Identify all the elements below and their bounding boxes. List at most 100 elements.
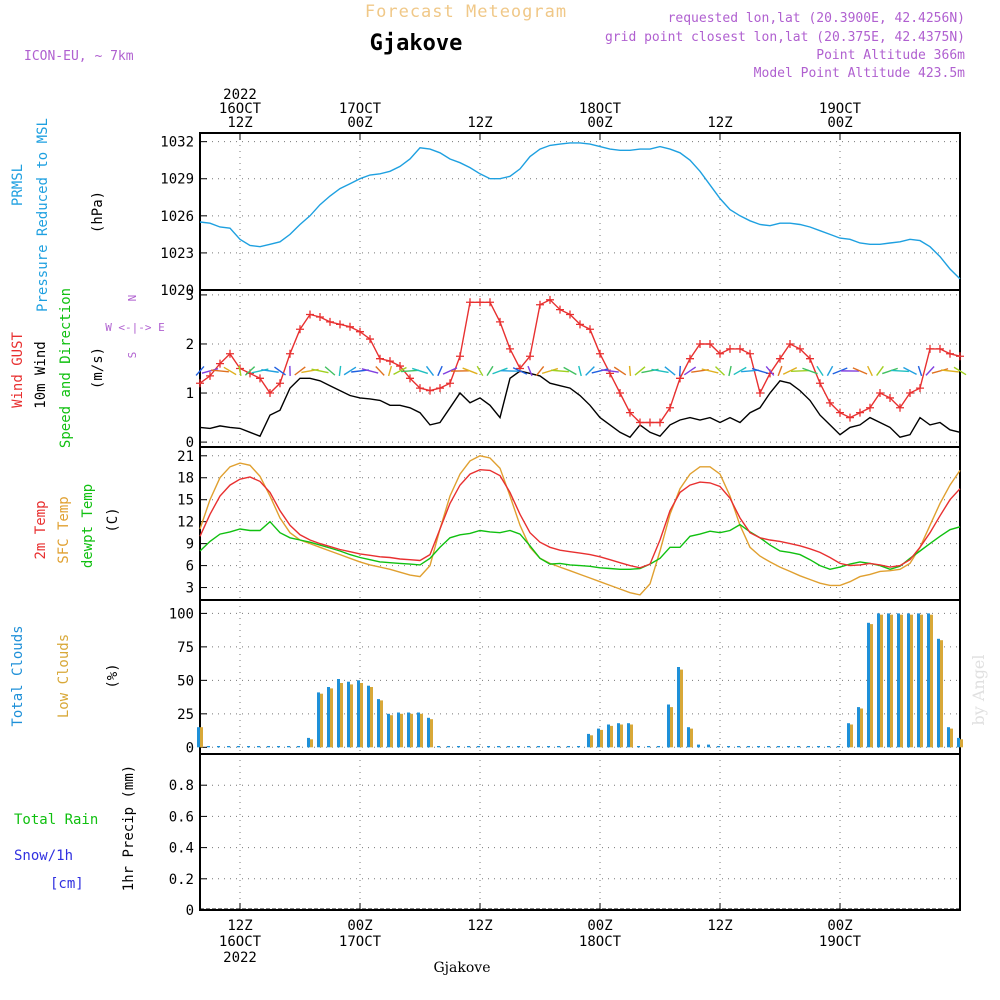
label-prmsl: PRMSL — [10, 164, 26, 206]
wind-direction-arrow — [401, 369, 419, 373]
low-cloud-bar — [690, 728, 693, 748]
temp-y-tick-label: 3 — [186, 581, 194, 597]
gust-marker — [696, 339, 704, 348]
wind-direction-arrow — [867, 365, 873, 377]
total-cloud-bar — [407, 712, 410, 748]
gust-marker — [906, 389, 914, 398]
total-cloud-bar — [217, 746, 220, 748]
wind-direction-arrow — [211, 369, 229, 373]
total-cloud-bar — [627, 723, 630, 748]
pressure-y-tick-label: 1029 — [160, 172, 194, 188]
gust-marker — [916, 384, 924, 393]
label-pressure-unit: (hPa) — [90, 191, 106, 233]
gust-marker — [876, 389, 884, 398]
total-cloud-bar — [937, 638, 940, 748]
precip-y-tick-label: 0.8 — [169, 778, 194, 794]
time-label-top: 19OCT — [819, 101, 862, 117]
total-cloud-bar — [587, 733, 590, 748]
label-speed-direction: Speed and Direction — [58, 288, 74, 448]
low-cloud-bar — [620, 724, 623, 748]
low-cloud-bar — [630, 724, 633, 748]
gust-marker — [556, 305, 564, 314]
gust-marker — [856, 408, 864, 417]
wind-direction-arrow — [541, 367, 559, 375]
total-cloud-bar — [797, 746, 800, 748]
low-cloud-bar — [400, 713, 403, 748]
total-cloud-bar — [697, 744, 700, 748]
temp-y-tick-label: 9 — [186, 537, 194, 553]
gust-marker — [646, 418, 654, 427]
total-cloud-bar — [777, 746, 780, 748]
low-cloud-bar — [310, 739, 313, 748]
total-cloud-bar — [787, 746, 790, 748]
time-label-bottom: 17OCT — [339, 934, 382, 950]
total-cloud-bar — [317, 692, 320, 748]
wind-direction-arrow — [361, 368, 379, 374]
time-label-bottom: 00Z — [347, 918, 372, 934]
time-label-top: 12Z — [227, 115, 252, 131]
total-cloud-bar — [857, 707, 860, 748]
low-cloud-bar — [850, 724, 853, 748]
gust-marker — [446, 379, 454, 388]
time-label-bottom: 2022 — [223, 950, 257, 966]
total-cloud-bar — [557, 746, 560, 748]
wind-direction-arrow — [678, 365, 682, 376]
wind-direction-arrow — [563, 366, 577, 376]
gust-marker — [886, 393, 894, 402]
low-cloud-bar — [910, 614, 913, 748]
wind-y-tick-label: 2 — [186, 337, 194, 353]
gust-marker — [356, 327, 364, 336]
temp-y-tick-label: 12 — [177, 515, 194, 531]
time-label-top: 18OCT — [579, 101, 622, 117]
compass-row: W <-|-> E — [105, 321, 165, 334]
gust-marker — [376, 354, 384, 363]
compass-north: N — [126, 295, 139, 302]
gust-marker — [826, 398, 834, 407]
precip-frame — [199, 753, 961, 911]
wind-direction-arrow — [802, 367, 818, 375]
total-cloud-bar — [607, 724, 610, 748]
wind-direction-arrow — [294, 366, 306, 376]
low-cloud-bar — [870, 624, 873, 748]
wind-direction-arrow — [238, 365, 242, 377]
gust-marker — [786, 339, 794, 348]
total-cloud-bar — [827, 746, 830, 748]
series-2m-temp-line — [199, 468, 961, 569]
wind-direction-arrow — [425, 365, 435, 376]
low-cloud-bar — [340, 683, 343, 748]
wind-direction-arrow — [891, 369, 909, 373]
low-cloud-bar — [420, 713, 423, 748]
total-cloud-bar — [667, 704, 670, 748]
total-cloud-bar — [507, 746, 510, 748]
wind-direction-arrow — [790, 369, 810, 373]
total-cloud-bar — [387, 713, 390, 748]
wind-y-tick-label: 3 — [186, 288, 194, 304]
point-altitude: Point Altitude 366m — [816, 48, 965, 63]
total-cloud-bar — [517, 746, 520, 748]
wind-direction-arrow — [492, 367, 508, 375]
pressure-y-tick-label: 1023 — [160, 246, 194, 262]
total-cloud-bar — [537, 746, 540, 748]
gust-marker — [336, 320, 344, 329]
wind-direction-arrow — [751, 367, 769, 374]
cloud-y-tick-label: 100 — [169, 606, 194, 622]
time-label-top: 2022 — [223, 87, 257, 103]
gust-marker — [426, 386, 434, 395]
gust-marker — [776, 354, 784, 363]
wind-direction-arrow — [701, 368, 719, 374]
wind-direction-arrow — [486, 365, 494, 377]
cloud-frame — [199, 599, 961, 755]
wind-direction-arrow — [500, 369, 520, 372]
time-label-bottom: 16OCT — [219, 934, 262, 950]
temp-y-tick-label: 21 — [177, 449, 194, 465]
label-10m-wind: 10m Wind — [33, 341, 49, 408]
label-sfc-temp: SFC Temp — [56, 496, 72, 563]
gust-marker — [586, 325, 594, 334]
low-cloud-bar — [680, 669, 683, 748]
gust-marker — [686, 354, 694, 363]
total-cloud-bar — [867, 622, 870, 748]
gust-marker — [536, 300, 544, 309]
total-cloud-bar — [307, 737, 310, 748]
time-label-bottom: 00Z — [827, 918, 852, 934]
wind-direction-arrow — [903, 366, 917, 375]
